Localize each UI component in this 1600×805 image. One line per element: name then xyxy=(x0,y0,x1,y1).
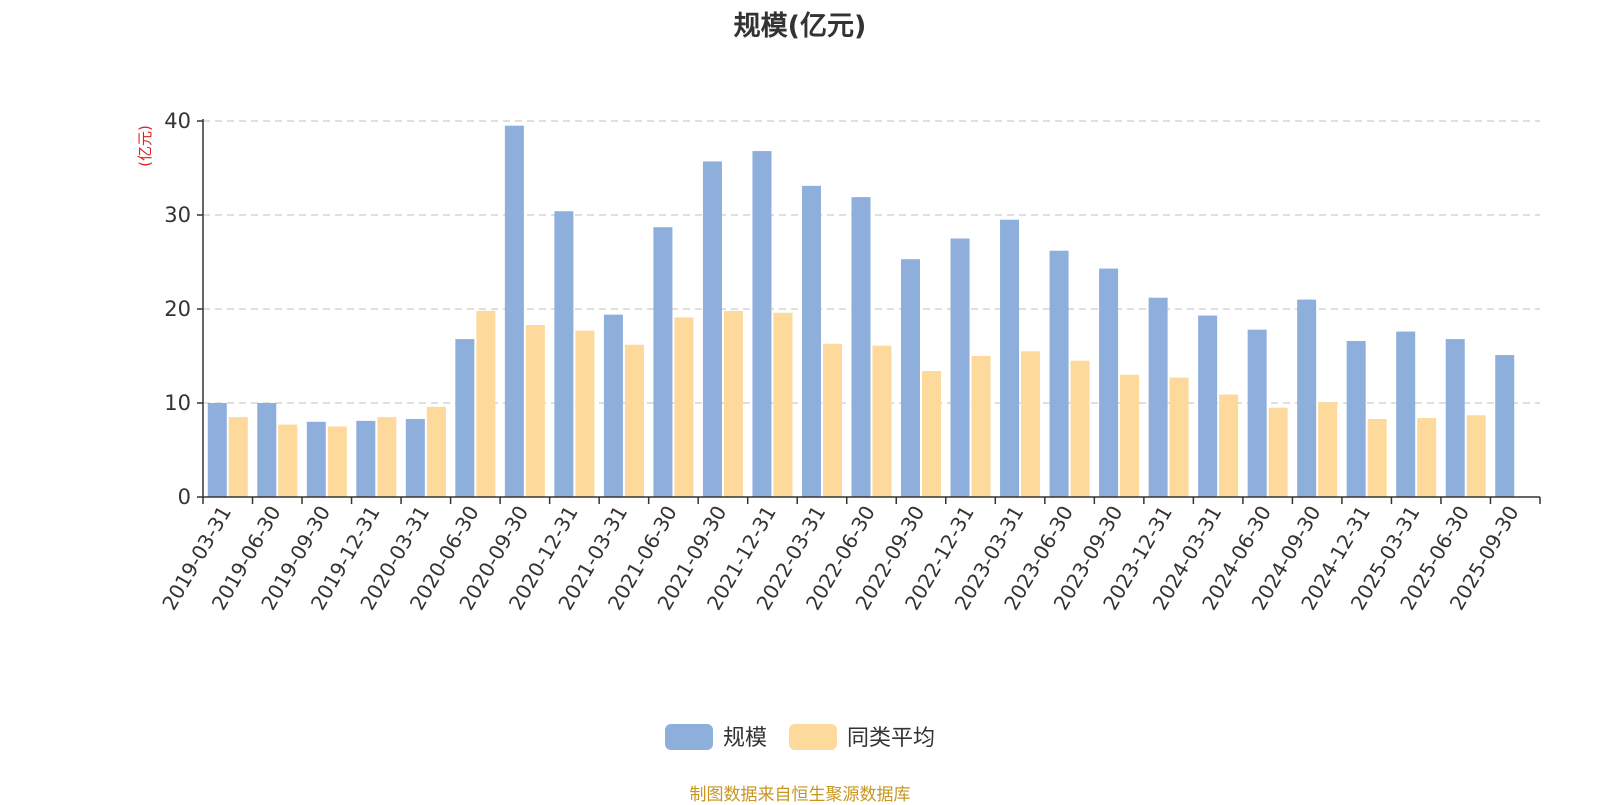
legend-swatch xyxy=(789,724,837,750)
bar-peer-average xyxy=(1070,360,1090,497)
bar-scale xyxy=(1000,219,1020,497)
bar-peer-average xyxy=(1120,374,1140,497)
bar-peer-average xyxy=(228,417,248,497)
bar-peer-average xyxy=(1318,402,1338,497)
source-note: 制图数据来自恒生聚源数据库 xyxy=(689,785,911,805)
bar-scale xyxy=(1198,315,1218,497)
bar-scale xyxy=(603,314,623,497)
chart-title: 规模(亿元) xyxy=(733,11,867,42)
bar-peer-average xyxy=(822,343,842,497)
bar-scale xyxy=(901,259,921,497)
bar-scale xyxy=(950,238,970,497)
y-axis-label: (亿元) xyxy=(136,125,154,167)
bar-scale xyxy=(653,227,673,497)
bar-peer-average xyxy=(377,417,397,497)
y-tick-label: 30 xyxy=(164,203,191,227)
bar-peer-average xyxy=(426,406,446,497)
bar-scale xyxy=(257,403,277,497)
bar-scale xyxy=(1049,250,1069,497)
bar-peer-average xyxy=(1169,377,1189,497)
bar-scale xyxy=(702,161,722,498)
bar-peer-average xyxy=(575,330,595,497)
bar-scale xyxy=(801,185,821,498)
bar-scale xyxy=(1396,331,1416,497)
y-tick-label: 40 xyxy=(164,109,191,133)
bar-scale xyxy=(1148,297,1168,497)
bar-peer-average xyxy=(773,312,793,497)
bar-peer-average xyxy=(525,324,545,497)
bar-peer-average xyxy=(872,345,892,497)
bar-scale xyxy=(356,420,376,497)
bar-peer-average xyxy=(1367,418,1387,497)
bar-peer-average xyxy=(1219,394,1239,497)
bar-peer-average xyxy=(1466,415,1486,497)
bar-scale xyxy=(207,403,227,497)
bar-peer-average xyxy=(1417,418,1437,497)
bar-scale xyxy=(1445,339,1465,497)
y-tick-label: 20 xyxy=(164,297,191,321)
bar-scale xyxy=(504,125,524,497)
bar-peer-average xyxy=(1021,351,1041,497)
bar-scale xyxy=(405,418,425,497)
legend-label: 规模 xyxy=(723,726,767,751)
legend-swatch xyxy=(665,724,713,750)
bar-scale xyxy=(306,421,326,497)
bar-scale xyxy=(455,339,475,497)
bar-peer-average xyxy=(971,356,991,497)
bar-peer-average xyxy=(1268,407,1288,497)
y-tick-label: 10 xyxy=(164,391,191,415)
bar-scale xyxy=(752,151,772,497)
bar-peer-average xyxy=(922,371,942,497)
bar-scale xyxy=(851,197,871,497)
bar-peer-average xyxy=(476,310,496,497)
bar-scale xyxy=(1495,355,1515,497)
bar-scale xyxy=(1346,340,1366,497)
bar-scale xyxy=(554,211,574,498)
bar-peer-average xyxy=(723,310,743,497)
bar-peer-average xyxy=(624,344,644,497)
legend-label: 同类平均 xyxy=(847,726,935,751)
bar-scale xyxy=(1099,268,1119,497)
bar-peer-average xyxy=(278,424,298,497)
y-tick-label: 0 xyxy=(178,485,191,509)
bar-peer-average xyxy=(327,426,347,497)
bar-scale xyxy=(1247,329,1267,497)
bar-scale xyxy=(1297,299,1317,497)
bar-peer-average xyxy=(674,317,694,497)
